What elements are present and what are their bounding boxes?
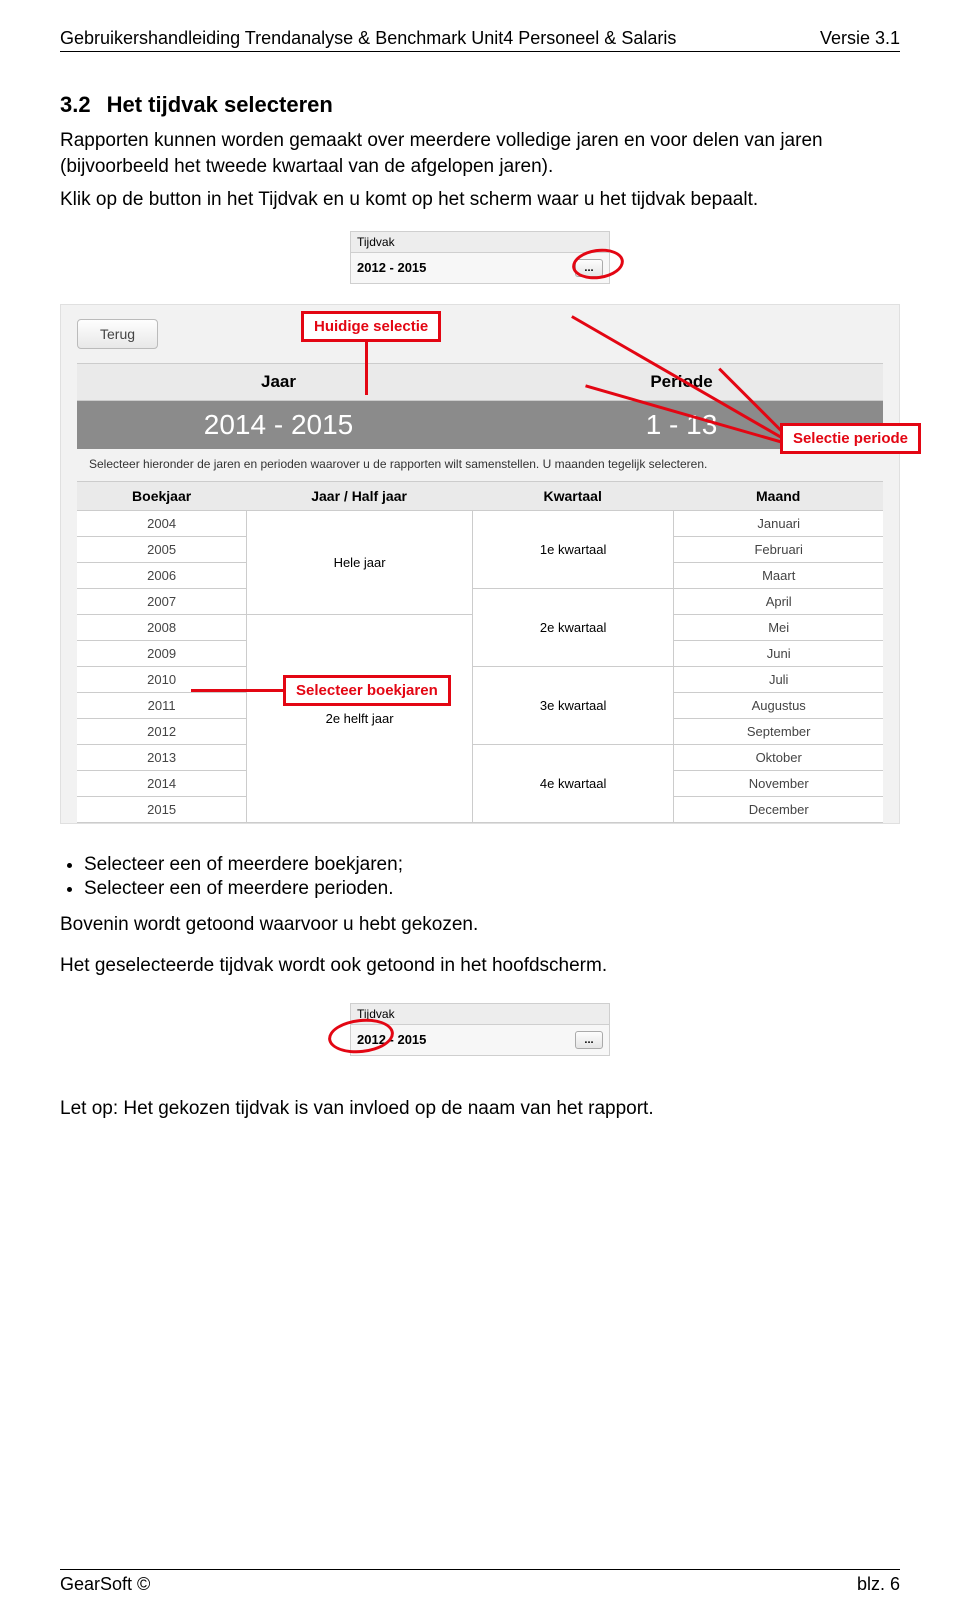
maand-cell[interactable]: Mei — [674, 615, 883, 641]
boekjaar-cell[interactable]: 2011 — [77, 693, 246, 719]
section-number: 3.2 — [60, 92, 91, 117]
maand-cell[interactable]: Juli — [674, 667, 883, 693]
boekjaar-column: 2004 2005 2006 2007 2008 2009 2010 2011 … — [77, 511, 246, 823]
selected-jaar: 2014 - 2015 — [77, 401, 480, 449]
footer-right: blz. 6 — [857, 1574, 900, 1595]
kwartaal-cell[interactable]: 1e kwartaal — [473, 511, 674, 589]
maand-cell[interactable]: Januari — [674, 511, 883, 537]
tijdvak-widget-top: Tijdvak 2012 - 2015 ... — [350, 231, 610, 284]
tijdvak-selection-screenshot: Terug Huidige selectie Selectie periode … — [60, 304, 900, 824]
kwartaal-cell[interactable]: 2e kwartaal — [473, 589, 674, 667]
para-4: Het geselecteerde tijdvak wordt ook geto… — [60, 953, 900, 979]
th-kwartaal: Kwartaal — [472, 482, 674, 510]
jaarhalf-cell[interactable]: Hele jaar — [247, 511, 472, 615]
boekjaar-cell[interactable]: 2007 — [77, 589, 246, 615]
tijdvak-value: 2012 - 2015 — [357, 260, 426, 275]
boekjaar-cell[interactable]: 2005 — [77, 537, 246, 563]
maand-cell[interactable]: Februari — [674, 537, 883, 563]
boekjaar-cell[interactable]: 2010 — [77, 667, 246, 693]
annotation-huidige-selectie: Huidige selectie — [301, 311, 441, 342]
tijdvak-open-button[interactable]: ... — [575, 259, 603, 277]
terug-button[interactable]: Terug — [77, 319, 158, 349]
tijdvak-open-button[interactable]: ... — [575, 1031, 603, 1049]
page-header: Gebruikershandleiding Trendanalyse & Ben… — [60, 28, 900, 52]
section-para-2: Klik op de button in het Tijdvak en u ko… — [60, 187, 900, 213]
instruction-text: Selecteer hieronder de jaren en perioden… — [77, 449, 883, 481]
boekjaar-cell[interactable]: 2015 — [77, 797, 246, 823]
kwartaal-column: 1e kwartaal 2e kwartaal 3e kwartaal 4e k… — [472, 511, 674, 823]
annotation-selectie-periode: Selectie periode — [780, 423, 921, 454]
selection-table-head: Boekjaar Jaar / Half jaar Kwartaal Maand — [77, 481, 883, 511]
tijdvak-widget-bottom: Tijdvak 2012 - 2015 ... — [350, 1003, 610, 1056]
section-para-1: Rapporten kunnen worden gemaakt over mee… — [60, 128, 900, 179]
boekjaar-cell[interactable]: 2013 — [77, 745, 246, 771]
maand-cell[interactable]: November — [674, 771, 883, 797]
col-jaar-label: Jaar — [77, 364, 480, 400]
maand-cell[interactable]: Oktober — [674, 745, 883, 771]
selection-grid: 2004 2005 2006 2007 2008 2009 2010 2011 … — [77, 511, 883, 823]
para-5: Let op: Het gekozen tijdvak is van invlo… — [60, 1096, 900, 1122]
top-columns: Jaar Periode — [77, 363, 883, 401]
boekjaar-cell[interactable]: 2012 — [77, 719, 246, 745]
jaarhalf-cell[interactable]: 2e helft jaar — [247, 615, 472, 823]
tijdvak-label: Tijdvak — [350, 231, 610, 253]
para-3: Bovenin wordt getoond waarvoor u hebt ge… — [60, 912, 900, 938]
th-jaarhalf: Jaar / Half jaar — [246, 482, 472, 510]
header-title: Gebruikershandleiding Trendanalyse & Ben… — [60, 28, 676, 49]
header-version: Versie 3.1 — [820, 28, 900, 49]
maand-cell[interactable]: Maart — [674, 563, 883, 589]
col-periode-label: Periode — [480, 364, 883, 400]
jaarhalf-column: Hele jaar 2e helft jaar — [246, 511, 472, 823]
kwartaal-cell[interactable]: 3e kwartaal — [473, 667, 674, 745]
section-title: Het tijdvak selecteren — [107, 92, 333, 117]
boekjaar-cell[interactable]: 2008 — [77, 615, 246, 641]
footer-left: GearSoft © — [60, 1574, 150, 1595]
th-boekjaar: Boekjaar — [77, 482, 246, 510]
bullet-item: Selecteer een of meerdere boekjaren; — [84, 854, 900, 876]
maand-cell[interactable]: Juni — [674, 641, 883, 667]
maand-cell[interactable]: April — [674, 589, 883, 615]
maand-column: Januari Februari Maart April Mei Juni Ju… — [673, 511, 883, 823]
bullet-item: Selecteer een of meerdere perioden. — [84, 878, 900, 900]
th-maand: Maand — [673, 482, 883, 510]
tijdvak-value: 2012 - 2015 — [357, 1032, 426, 1047]
current-selection-row: 2014 - 2015 1 - 13 — [77, 401, 883, 449]
maand-cell[interactable]: September — [674, 719, 883, 745]
tijdvak-label: Tijdvak — [350, 1003, 610, 1025]
maand-cell[interactable]: Augustus — [674, 693, 883, 719]
kwartaal-cell[interactable]: 4e kwartaal — [473, 745, 674, 823]
boekjaar-cell[interactable]: 2014 — [77, 771, 246, 797]
maand-cell[interactable]: December — [674, 797, 883, 823]
boekjaar-cell[interactable]: 2009 — [77, 641, 246, 667]
page-footer: GearSoft © blz. 6 — [60, 1569, 900, 1595]
boekjaar-cell[interactable]: 2004 — [77, 511, 246, 537]
annotation-selecteer-boekjaren: Selecteer boekjaren — [283, 675, 451, 706]
bullet-list: Selecteer een of meerdere boekjaren; Sel… — [84, 854, 900, 900]
boekjaar-cell[interactable]: 2006 — [77, 563, 246, 589]
section-heading: 3.2 Het tijdvak selecteren — [60, 92, 900, 118]
